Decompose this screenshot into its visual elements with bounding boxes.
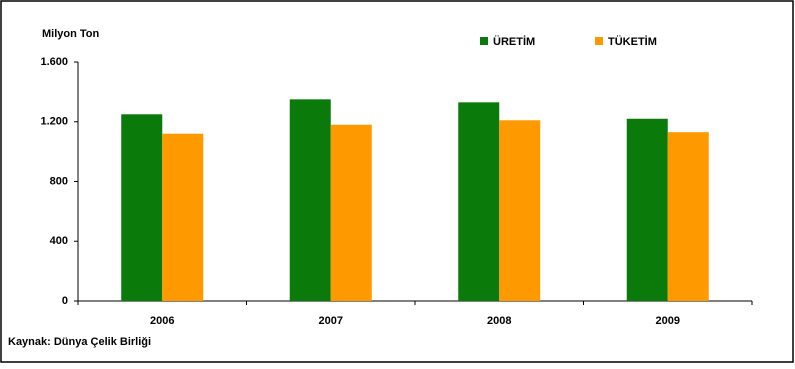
legend-swatch <box>595 37 603 45</box>
bar <box>499 120 541 301</box>
y-tick-label: 800 <box>50 175 68 187</box>
y-tick-label: 0 <box>62 295 68 307</box>
y-tick-label: 1.600 <box>40 56 68 68</box>
y-tick-label: 1.200 <box>40 116 68 128</box>
y-tick-label: 400 <box>50 235 68 247</box>
bar <box>162 133 204 301</box>
bar <box>458 102 500 301</box>
x-tick-label: 2006 <box>150 315 174 327</box>
legend-label: TÜKETİM <box>608 35 657 48</box>
bar <box>121 114 163 301</box>
legend-label: ÜRETİM <box>493 35 535 48</box>
source-note: Kaynak: Dünya Çelik Birliği <box>8 336 151 348</box>
bar <box>626 118 668 301</box>
y-axis-label: Milyon Ton <box>42 28 100 40</box>
bar <box>667 132 709 301</box>
x-tick-label: 2009 <box>656 315 680 327</box>
legend-swatch <box>480 37 488 45</box>
x-tick-label: 2007 <box>319 315 343 327</box>
x-tick-label: 2008 <box>487 315 511 327</box>
bar <box>289 99 331 301</box>
bar <box>330 124 372 301</box>
